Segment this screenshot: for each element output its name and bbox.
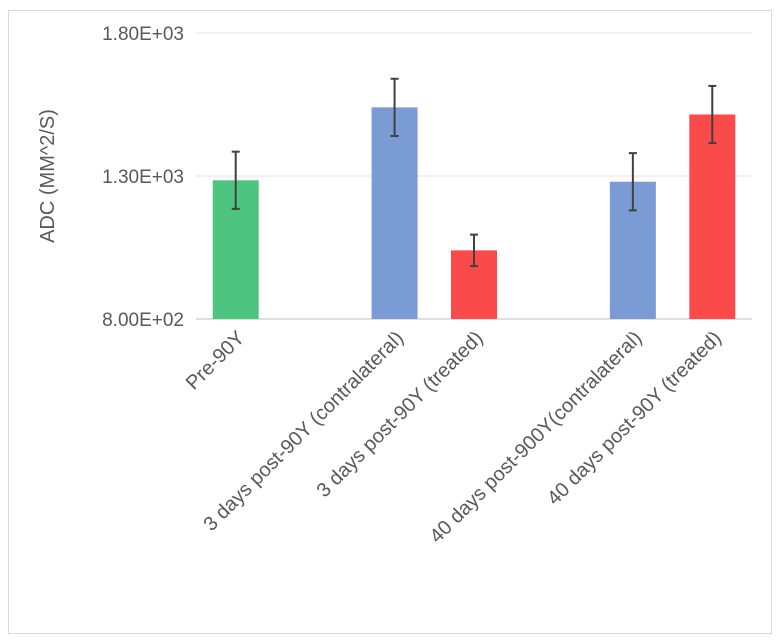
bar — [689, 114, 736, 319]
error-bars — [231, 77, 717, 268]
error-bar — [231, 150, 240, 210]
x-tick-label: Pre-90Y — [182, 327, 249, 394]
y-tick-label: 8.00E+02 — [102, 310, 184, 331]
bars — [212, 107, 736, 319]
error-bar — [470, 233, 478, 268]
bar — [371, 107, 418, 319]
y-tick-label: 1.30E+03 — [102, 167, 184, 188]
y-axis-label: ADC (MM^2/S) — [37, 109, 59, 243]
y-tick-labels: 8.00E+02 1.30E+03 1.80E+03 — [102, 24, 184, 331]
error-bar — [628, 152, 637, 212]
error-bar — [390, 77, 399, 137]
y-tick-label: 1.80E+03 — [102, 24, 184, 45]
x-tick-label: 3 days post-90Y (treated) — [313, 327, 488, 502]
error-bar — [708, 84, 717, 145]
